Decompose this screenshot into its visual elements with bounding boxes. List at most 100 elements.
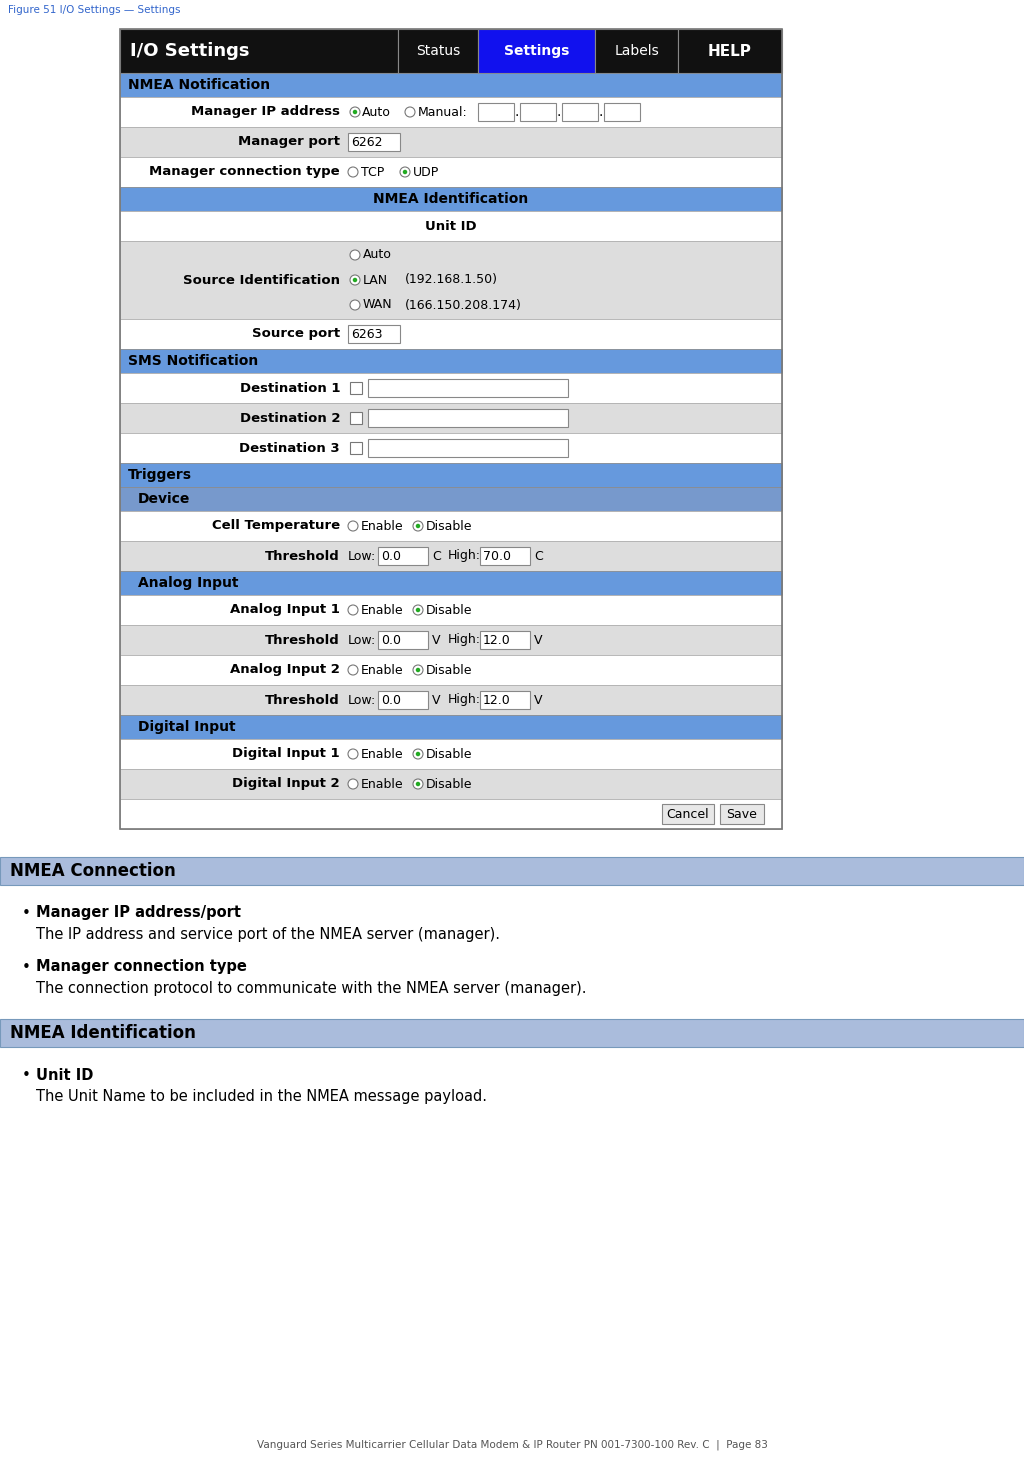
Text: Low:: Low: xyxy=(348,694,376,707)
Text: LAN: LAN xyxy=(362,273,388,286)
Text: Manager IP address: Manager IP address xyxy=(191,105,340,118)
Bar xyxy=(480,546,530,565)
Text: 6262: 6262 xyxy=(351,136,383,149)
Text: Manager connection type: Manager connection type xyxy=(36,960,247,974)
Bar xyxy=(478,29,595,73)
Bar xyxy=(378,691,428,709)
Text: Analog Input 2: Analog Input 2 xyxy=(230,663,340,676)
Text: V: V xyxy=(432,634,440,647)
Text: (192.168.1.50): (192.168.1.50) xyxy=(406,273,498,286)
Circle shape xyxy=(416,523,420,529)
Bar xyxy=(120,511,782,541)
Text: Disable: Disable xyxy=(426,777,472,790)
Text: Manager IP address/port: Manager IP address/port xyxy=(36,906,241,920)
Bar xyxy=(120,29,398,73)
Text: Destination 2: Destination 2 xyxy=(240,412,340,425)
Circle shape xyxy=(350,250,360,260)
Text: .: . xyxy=(599,105,603,118)
Bar xyxy=(480,631,530,649)
Text: Manual:: Manual: xyxy=(418,105,468,118)
Circle shape xyxy=(413,749,423,760)
Circle shape xyxy=(348,749,358,760)
Text: Disable: Disable xyxy=(426,748,472,761)
Text: Threshold: Threshold xyxy=(265,634,340,647)
Bar xyxy=(368,438,568,457)
Text: V: V xyxy=(534,634,543,647)
Bar xyxy=(120,96,782,127)
Text: C: C xyxy=(534,549,543,562)
Bar xyxy=(120,373,782,403)
Bar xyxy=(120,685,782,714)
Bar xyxy=(120,541,782,571)
Text: TCP: TCP xyxy=(361,165,384,178)
Text: •: • xyxy=(22,1068,31,1083)
Text: •: • xyxy=(22,960,31,974)
Bar xyxy=(478,102,514,121)
Bar xyxy=(120,487,782,511)
Text: 70.0: 70.0 xyxy=(483,549,511,562)
Text: Disable: Disable xyxy=(426,520,472,532)
Text: Device: Device xyxy=(138,492,190,506)
Text: Auto: Auto xyxy=(362,105,391,118)
Text: 0.0: 0.0 xyxy=(381,634,401,647)
Text: Enable: Enable xyxy=(361,520,403,532)
Text: Cancel: Cancel xyxy=(667,808,710,821)
Bar xyxy=(120,625,782,655)
Bar xyxy=(678,29,782,73)
Text: Analog Input: Analog Input xyxy=(138,576,239,590)
Text: Analog Input 1: Analog Input 1 xyxy=(230,603,340,617)
Bar xyxy=(480,691,530,709)
Bar xyxy=(378,631,428,649)
Circle shape xyxy=(350,107,360,117)
Text: High:: High: xyxy=(449,694,481,707)
Text: NMEA Connection: NMEA Connection xyxy=(10,862,176,880)
Text: Low:: Low: xyxy=(348,549,376,562)
Text: Low:: Low: xyxy=(348,634,376,647)
Text: (166.150.208.174): (166.150.208.174) xyxy=(406,298,522,311)
Text: V: V xyxy=(432,694,440,707)
Text: Enable: Enable xyxy=(361,748,403,761)
Bar xyxy=(378,546,428,565)
Bar xyxy=(350,381,362,394)
Text: Enable: Enable xyxy=(361,777,403,790)
Text: Labels: Labels xyxy=(614,44,658,58)
Bar xyxy=(662,804,714,824)
Bar xyxy=(120,127,782,156)
Text: 12.0: 12.0 xyxy=(483,634,511,647)
Bar xyxy=(120,571,782,595)
Text: Auto: Auto xyxy=(362,248,392,262)
Text: Unit ID: Unit ID xyxy=(425,219,477,232)
Bar xyxy=(120,768,782,799)
Text: Manager port: Manager port xyxy=(238,136,340,149)
Bar xyxy=(120,241,782,318)
Text: Enable: Enable xyxy=(361,663,403,676)
Bar xyxy=(120,595,782,625)
Bar xyxy=(120,403,782,432)
Text: Unit ID: Unit ID xyxy=(36,1068,93,1083)
Bar xyxy=(120,349,782,373)
Bar xyxy=(120,432,782,463)
Text: Destination 1: Destination 1 xyxy=(240,381,340,394)
Text: The connection protocol to communicate with the NMEA server (manager).: The connection protocol to communicate w… xyxy=(36,982,587,996)
Circle shape xyxy=(416,752,420,757)
Bar xyxy=(562,102,598,121)
Text: NMEA Notification: NMEA Notification xyxy=(128,77,270,92)
Bar xyxy=(398,29,478,73)
Bar xyxy=(120,463,782,487)
Bar xyxy=(520,102,556,121)
Text: High:: High: xyxy=(449,634,481,647)
Text: UDP: UDP xyxy=(413,165,439,178)
Text: 12.0: 12.0 xyxy=(483,694,511,707)
Text: Triggers: Triggers xyxy=(128,468,193,482)
Text: WAN: WAN xyxy=(362,298,392,311)
Text: .: . xyxy=(557,105,561,118)
Text: Manager connection type: Manager connection type xyxy=(150,165,340,178)
Text: •: • xyxy=(22,906,31,920)
Circle shape xyxy=(406,107,415,117)
Bar xyxy=(368,378,568,397)
Bar xyxy=(120,29,782,828)
Circle shape xyxy=(348,779,358,789)
Text: High:: High: xyxy=(449,549,481,562)
Circle shape xyxy=(413,605,423,615)
Text: Threshold: Threshold xyxy=(265,694,340,707)
